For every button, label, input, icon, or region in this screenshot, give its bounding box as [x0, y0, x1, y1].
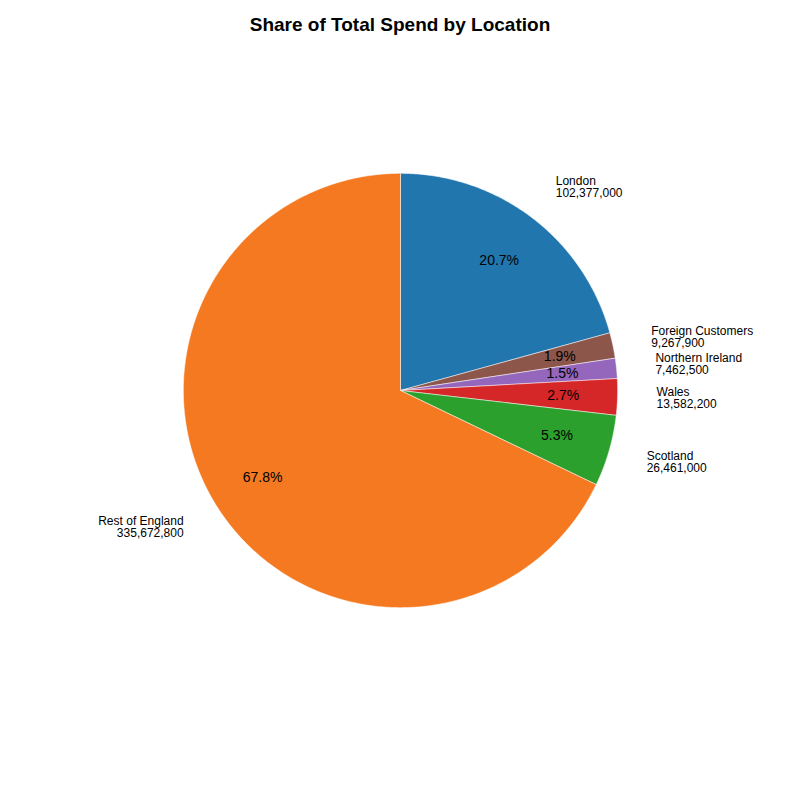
svg-text:Rest of England335,672,800: Rest of England335,672,800 [98, 514, 184, 540]
svg-text:Northern Ireland7,462,500: Northern Ireland7,462,500 [655, 351, 742, 377]
svg-text:20.7%: 20.7% [479, 252, 519, 268]
svg-text:Scotland26,461,000: Scotland26,461,000 [647, 449, 707, 475]
svg-text:London102,377,000: London102,377,000 [556, 174, 623, 200]
svg-text:Wales13,582,200: Wales13,582,200 [657, 385, 717, 411]
svg-text:5.3%: 5.3% [541, 427, 573, 443]
html-text:Share of Total Spend by Locati: Share of Total Spend by Location [249, 14, 551, 35]
svg-text:2.7%: 2.7% [547, 387, 579, 403]
svg-text:Foreign Customers9,267,900: Foreign Customers9,267,900 [651, 324, 753, 350]
svg-text:67.8%: 67.8% [243, 469, 283, 485]
svg-text:1.9%: 1.9% [544, 348, 576, 364]
svg-text:1.5%: 1.5% [547, 365, 579, 381]
